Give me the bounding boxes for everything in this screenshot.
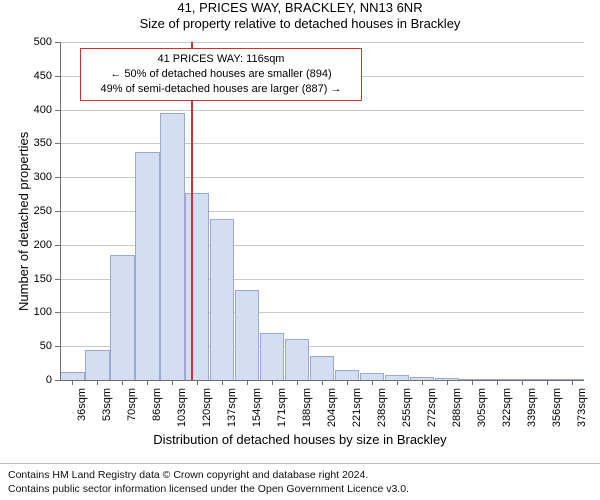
gridline <box>60 110 584 111</box>
xtick-label: 137sqm <box>226 388 238 436</box>
annotation-line: 49% of semi-detached houses are larger (… <box>87 82 355 97</box>
footer-attribution: Contains HM Land Registry data © Crown c… <box>0 463 600 500</box>
ytick-label: 0 <box>0 374 52 386</box>
gridline <box>60 143 584 144</box>
histogram-bar <box>185 193 209 380</box>
xtick-label: 322sqm <box>501 388 513 436</box>
xtick-label: 288sqm <box>451 388 463 436</box>
xtick-label: 53sqm <box>101 388 113 436</box>
xtick-label: 238sqm <box>376 388 388 436</box>
xtick-label: 171sqm <box>276 388 288 436</box>
histogram-bar <box>260 333 284 380</box>
histogram-bar <box>360 373 384 380</box>
histogram-bar <box>235 290 259 380</box>
xtick-label: 154sqm <box>251 388 263 436</box>
histogram-bar <box>285 339 309 380</box>
xtick-label: 36sqm <box>76 388 88 436</box>
histogram-bar <box>310 356 334 380</box>
xtick-label: 356sqm <box>551 388 563 436</box>
histogram-bar <box>135 152 159 380</box>
xtick-label: 204sqm <box>326 388 338 436</box>
xtick-label: 221sqm <box>351 388 363 436</box>
xtick-label: 70sqm <box>126 388 138 436</box>
histogram-chart: 05010015020025030035040045050036sqm53sqm… <box>0 0 600 460</box>
y-axis-line <box>60 42 61 380</box>
xtick-label: 103sqm <box>176 388 188 436</box>
histogram-bar <box>110 255 134 380</box>
annotation-line: 41 PRICES WAY: 116sqm <box>87 52 355 67</box>
annotation-box: 41 PRICES WAY: 116sqm← 50% of detached h… <box>80 48 362 101</box>
footer-line-2: Contains public sector information licen… <box>8 482 592 496</box>
y-axis-label: Number of detached properties <box>16 132 31 311</box>
annotation-line: ← 50% of detached houses are smaller (89… <box>87 67 355 82</box>
gridline <box>60 42 584 43</box>
xtick-label: 255sqm <box>401 388 413 436</box>
xtick-label: 188sqm <box>301 388 313 436</box>
xtick-label: 272sqm <box>426 388 438 436</box>
histogram-bar <box>60 372 84 380</box>
ytick-label: 450 <box>0 70 52 82</box>
xtick-label: 373sqm <box>576 388 588 436</box>
footer-line-1: Contains HM Land Registry data © Crown c… <box>8 468 592 482</box>
xtick-label: 305sqm <box>476 388 488 436</box>
ytick-label: 50 <box>0 340 52 352</box>
histogram-bar <box>85 350 109 380</box>
xtick-label: 120sqm <box>201 388 213 436</box>
xtick-label: 339sqm <box>526 388 538 436</box>
x-axis-line <box>60 380 584 381</box>
ytick-label: 500 <box>0 36 52 48</box>
histogram-bar <box>160 113 184 380</box>
histogram-bar <box>335 370 359 380</box>
x-axis-label: Distribution of detached houses by size … <box>0 432 600 447</box>
xtick-label: 86sqm <box>151 388 163 436</box>
histogram-bar <box>210 219 234 380</box>
ytick-label: 400 <box>0 104 52 116</box>
